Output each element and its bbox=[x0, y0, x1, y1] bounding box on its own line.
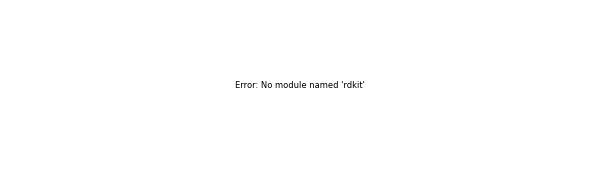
Text: Error: No module named 'rdkit': Error: No module named 'rdkit' bbox=[235, 81, 365, 89]
